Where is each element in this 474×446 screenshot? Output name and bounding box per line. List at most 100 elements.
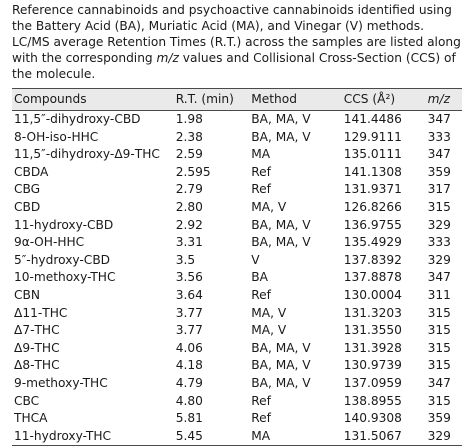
- cell-retention-time: 3.64: [175, 287, 203, 302]
- cell-compound: Δ11-THC: [14, 305, 68, 320]
- cell-mz: 315: [427, 305, 451, 320]
- cell-method: Ref: [251, 411, 271, 426]
- cell-compound: 11-hydroxy-THC: [12, 427, 174, 446]
- cell-retention-time: 3.77: [175, 323, 203, 338]
- cell-ccs: 135.0111: [343, 147, 402, 162]
- caption-mz: m/z: [156, 51, 179, 65]
- cell-ccs: 131.3928: [343, 340, 402, 355]
- cell-retention-time: 2.92: [175, 217, 203, 232]
- cell-retention-time: 1.98: [175, 112, 203, 126]
- cell-compound: 11,5″-dihydroxy-CBD: [14, 112, 141, 126]
- header-retention-time: R.T. (min): [173, 88, 250, 111]
- cell-ccs: 135.4929: [343, 235, 402, 250]
- cell-compound: CBG: [14, 182, 41, 197]
- cell-compound: 5″-hydroxy-CBD: [14, 252, 111, 267]
- cell-method: MA: [249, 427, 342, 446]
- table-row: 5″-hydroxy-CBD 3.5 V 137.8392 329: [12, 252, 462, 270]
- cell-retention-time: 2.80: [175, 199, 203, 214]
- cell-method: Ref: [251, 287, 271, 302]
- cell-mz: 315: [427, 393, 451, 408]
- table-row: CBC 4.80 Ref 138.8955 315: [12, 393, 462, 411]
- cell-ccs: 141.1308: [343, 164, 402, 179]
- cell-compound: CBC: [14, 393, 40, 408]
- table-row: CBN 3.64 Ref 130.0004 311: [12, 287, 462, 305]
- table-row: CBDA 2.595 Ref 141.1308 359: [12, 164, 462, 182]
- cell-compound: 11,5″-dihydroxy-Δ9-THC: [14, 147, 160, 162]
- cell-ccs: 130.0004: [343, 287, 402, 302]
- cell-ccs: 138.8955: [343, 393, 402, 408]
- cell-retention-time: 5.45: [173, 427, 250, 446]
- cell-method: Ref: [251, 393, 271, 408]
- cell-ccs: 140.9308: [343, 411, 402, 426]
- cell-ccs: 136.9755: [343, 217, 402, 232]
- cell-method: BA, MA, V: [251, 235, 311, 250]
- cell-method: MA, V: [251, 323, 287, 338]
- cell-mz: 315: [427, 358, 451, 373]
- cell-ccs: 131.9371: [343, 182, 402, 197]
- cell-compound: Δ8-THC: [14, 358, 60, 373]
- cell-method: BA: [251, 270, 268, 285]
- cell-retention-time: 4.80: [175, 393, 203, 408]
- cell-retention-time: 2.59: [175, 147, 203, 162]
- table-row: Δ11-THC 3.77 MA, V 131.3203 315: [12, 305, 462, 323]
- cell-mz: 317: [427, 182, 451, 197]
- table-row: 8-OH-iso-HHC 2.38 BA, MA, V 129.9111 333: [12, 129, 462, 147]
- cell-method: BA, MA, V: [251, 358, 311, 373]
- cell-mz: 329: [427, 217, 451, 232]
- cell-method: MA, V: [251, 199, 287, 214]
- cell-ccs: 131.3203: [343, 305, 402, 320]
- cell-ccs: 131.3550: [343, 323, 402, 338]
- cell-retention-time: 3.31: [175, 235, 203, 250]
- cell-mz: 347: [427, 375, 451, 390]
- cell-retention-time: 4.79: [175, 375, 203, 390]
- cell-compound: Δ7-THC: [14, 323, 60, 338]
- cell-mz: 359: [427, 411, 451, 426]
- cell-method: Ref: [251, 164, 271, 179]
- cell-mz: 315: [427, 340, 451, 355]
- table-row: 11-hydroxy-THC 5.45 MA 131.5067 329: [12, 427, 462, 446]
- table-row: 11-hydroxy-CBD 2.92 BA, MA, V 136.9755 329: [12, 217, 462, 235]
- cell-retention-time: 2.595: [175, 164, 211, 179]
- cell-retention-time: 4.06: [175, 340, 203, 355]
- table-row: 10-methoxy-THC 3.56 BA 137.8878 347: [12, 269, 462, 287]
- cell-retention-time: 3.56: [175, 270, 203, 285]
- cell-compound: 9-methoxy-THC: [14, 375, 108, 390]
- cell-ccs: 137.8878: [343, 270, 402, 285]
- cell-method: BA, MA, V: [251, 375, 311, 390]
- cell-mz: 359: [427, 164, 451, 179]
- header-method: Method: [249, 88, 342, 111]
- cell-ccs: 141.4486: [343, 112, 402, 126]
- cell-compound: 9α-OH-HHC: [14, 235, 85, 250]
- cell-retention-time: 5.81: [175, 411, 203, 426]
- cell-mz: 333: [427, 235, 451, 250]
- cell-method: BA, MA, V: [251, 112, 311, 126]
- cell-mz: 329: [425, 427, 462, 446]
- cell-mz: 315: [427, 199, 451, 214]
- table-header: Compounds R.T. (min) Method CCS (Å²) m/z: [12, 88, 462, 111]
- cell-compound: CBN: [14, 287, 40, 302]
- cell-method: MA: [251, 147, 271, 162]
- table-row: THCA 5.81 Ref 140.9308 359: [12, 410, 462, 428]
- cell-method: V: [251, 252, 260, 267]
- table-caption: Reference cannabinoids and psychoactive …: [12, 2, 462, 82]
- cell-mz: 347: [427, 147, 451, 162]
- cell-ccs: 130.9739: [343, 358, 402, 373]
- table-row: CBG 2.79 Ref 131.9371 317: [12, 181, 462, 199]
- cell-mz: 333: [427, 129, 451, 144]
- cell-compound: THCA: [14, 411, 48, 426]
- cell-method: BA, MA, V: [251, 340, 311, 355]
- cell-mz: 311: [427, 287, 451, 302]
- cell-mz: 347: [427, 112, 451, 126]
- cell-method: BA, MA, V: [251, 129, 311, 144]
- cell-mz: 315: [427, 323, 451, 338]
- cell-method: BA, MA, V: [251, 217, 311, 232]
- cell-compound: CBD: [14, 199, 41, 214]
- cell-mz: 329: [427, 252, 451, 267]
- cell-retention-time: 2.38: [175, 129, 203, 144]
- table-row: Δ7-THC 3.77 MA, V 131.3550 315: [12, 322, 462, 340]
- cell-ccs: 137.8392: [343, 252, 402, 267]
- table-row: 11,5″-dihydroxy-CBD 1.98 BA, MA, V 141.4486…: [12, 111, 462, 129]
- cell-ccs: 131.5067: [341, 427, 426, 446]
- caption-text-after: values and Collisional Cross-Section (CC…: [12, 51, 456, 81]
